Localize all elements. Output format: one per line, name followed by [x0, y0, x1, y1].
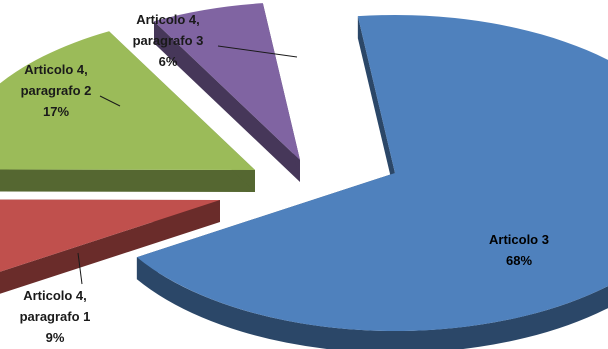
slice-1 — [0, 199, 220, 294]
slice-2-top — [0, 31, 255, 170]
slice-0-top — [136, 15, 608, 331]
leader-lines — [77, 45, 298, 285]
slice-0-side — [357, 16, 395, 196]
leader-line-3 — [217, 45, 298, 58]
slice-name-1-1: paragrafo 1 — [20, 309, 91, 324]
slice-percent-0: 68% — [506, 253, 532, 268]
slice-percent-3: 6% — [159, 54, 178, 69]
slice-label-2: Articolo 4, paragrafo 2 17% — [21, 62, 92, 119]
slice-labels: Articolo 3 68%Articolo 4, paragrafo 1 9%Art… — [20, 12, 549, 345]
slice-label-0: Articolo 3 68% — [489, 232, 549, 268]
slice-name-2-0: Articolo 4, — [24, 62, 88, 77]
slice-label-1: Articolo 4, paragrafo 1 9% — [20, 288, 91, 345]
slice-label-3: Articolo 4, paragrafo 3 6% — [133, 12, 204, 69]
slice-3 — [153, 3, 300, 183]
leader-line-1 — [77, 252, 83, 285]
leader-line-2 — [99, 95, 121, 107]
slice-name-0-0: Articolo 3 — [489, 232, 549, 247]
slice-percent-1: 9% — [46, 330, 65, 345]
slice-0 — [136, 15, 608, 349]
slice-2 — [0, 31, 255, 193]
slice-2-side — [0, 169, 255, 192]
slice-name-3-1: paragrafo 3 — [133, 33, 204, 48]
slice-name-1-0: Articolo 4, — [23, 288, 87, 303]
slice-percent-2: 17% — [43, 104, 69, 119]
slice-0-wall — [136, 257, 608, 349]
slice-1-top — [0, 199, 220, 272]
slice-name-2-1: paragrafo 2 — [21, 83, 92, 98]
slice-name-3-0: Articolo 4, — [136, 12, 200, 27]
pie-slices — [0, 3, 608, 349]
slice-3-side — [153, 21, 300, 183]
slice-3-top — [153, 3, 300, 161]
slice-1-side — [0, 200, 220, 294]
